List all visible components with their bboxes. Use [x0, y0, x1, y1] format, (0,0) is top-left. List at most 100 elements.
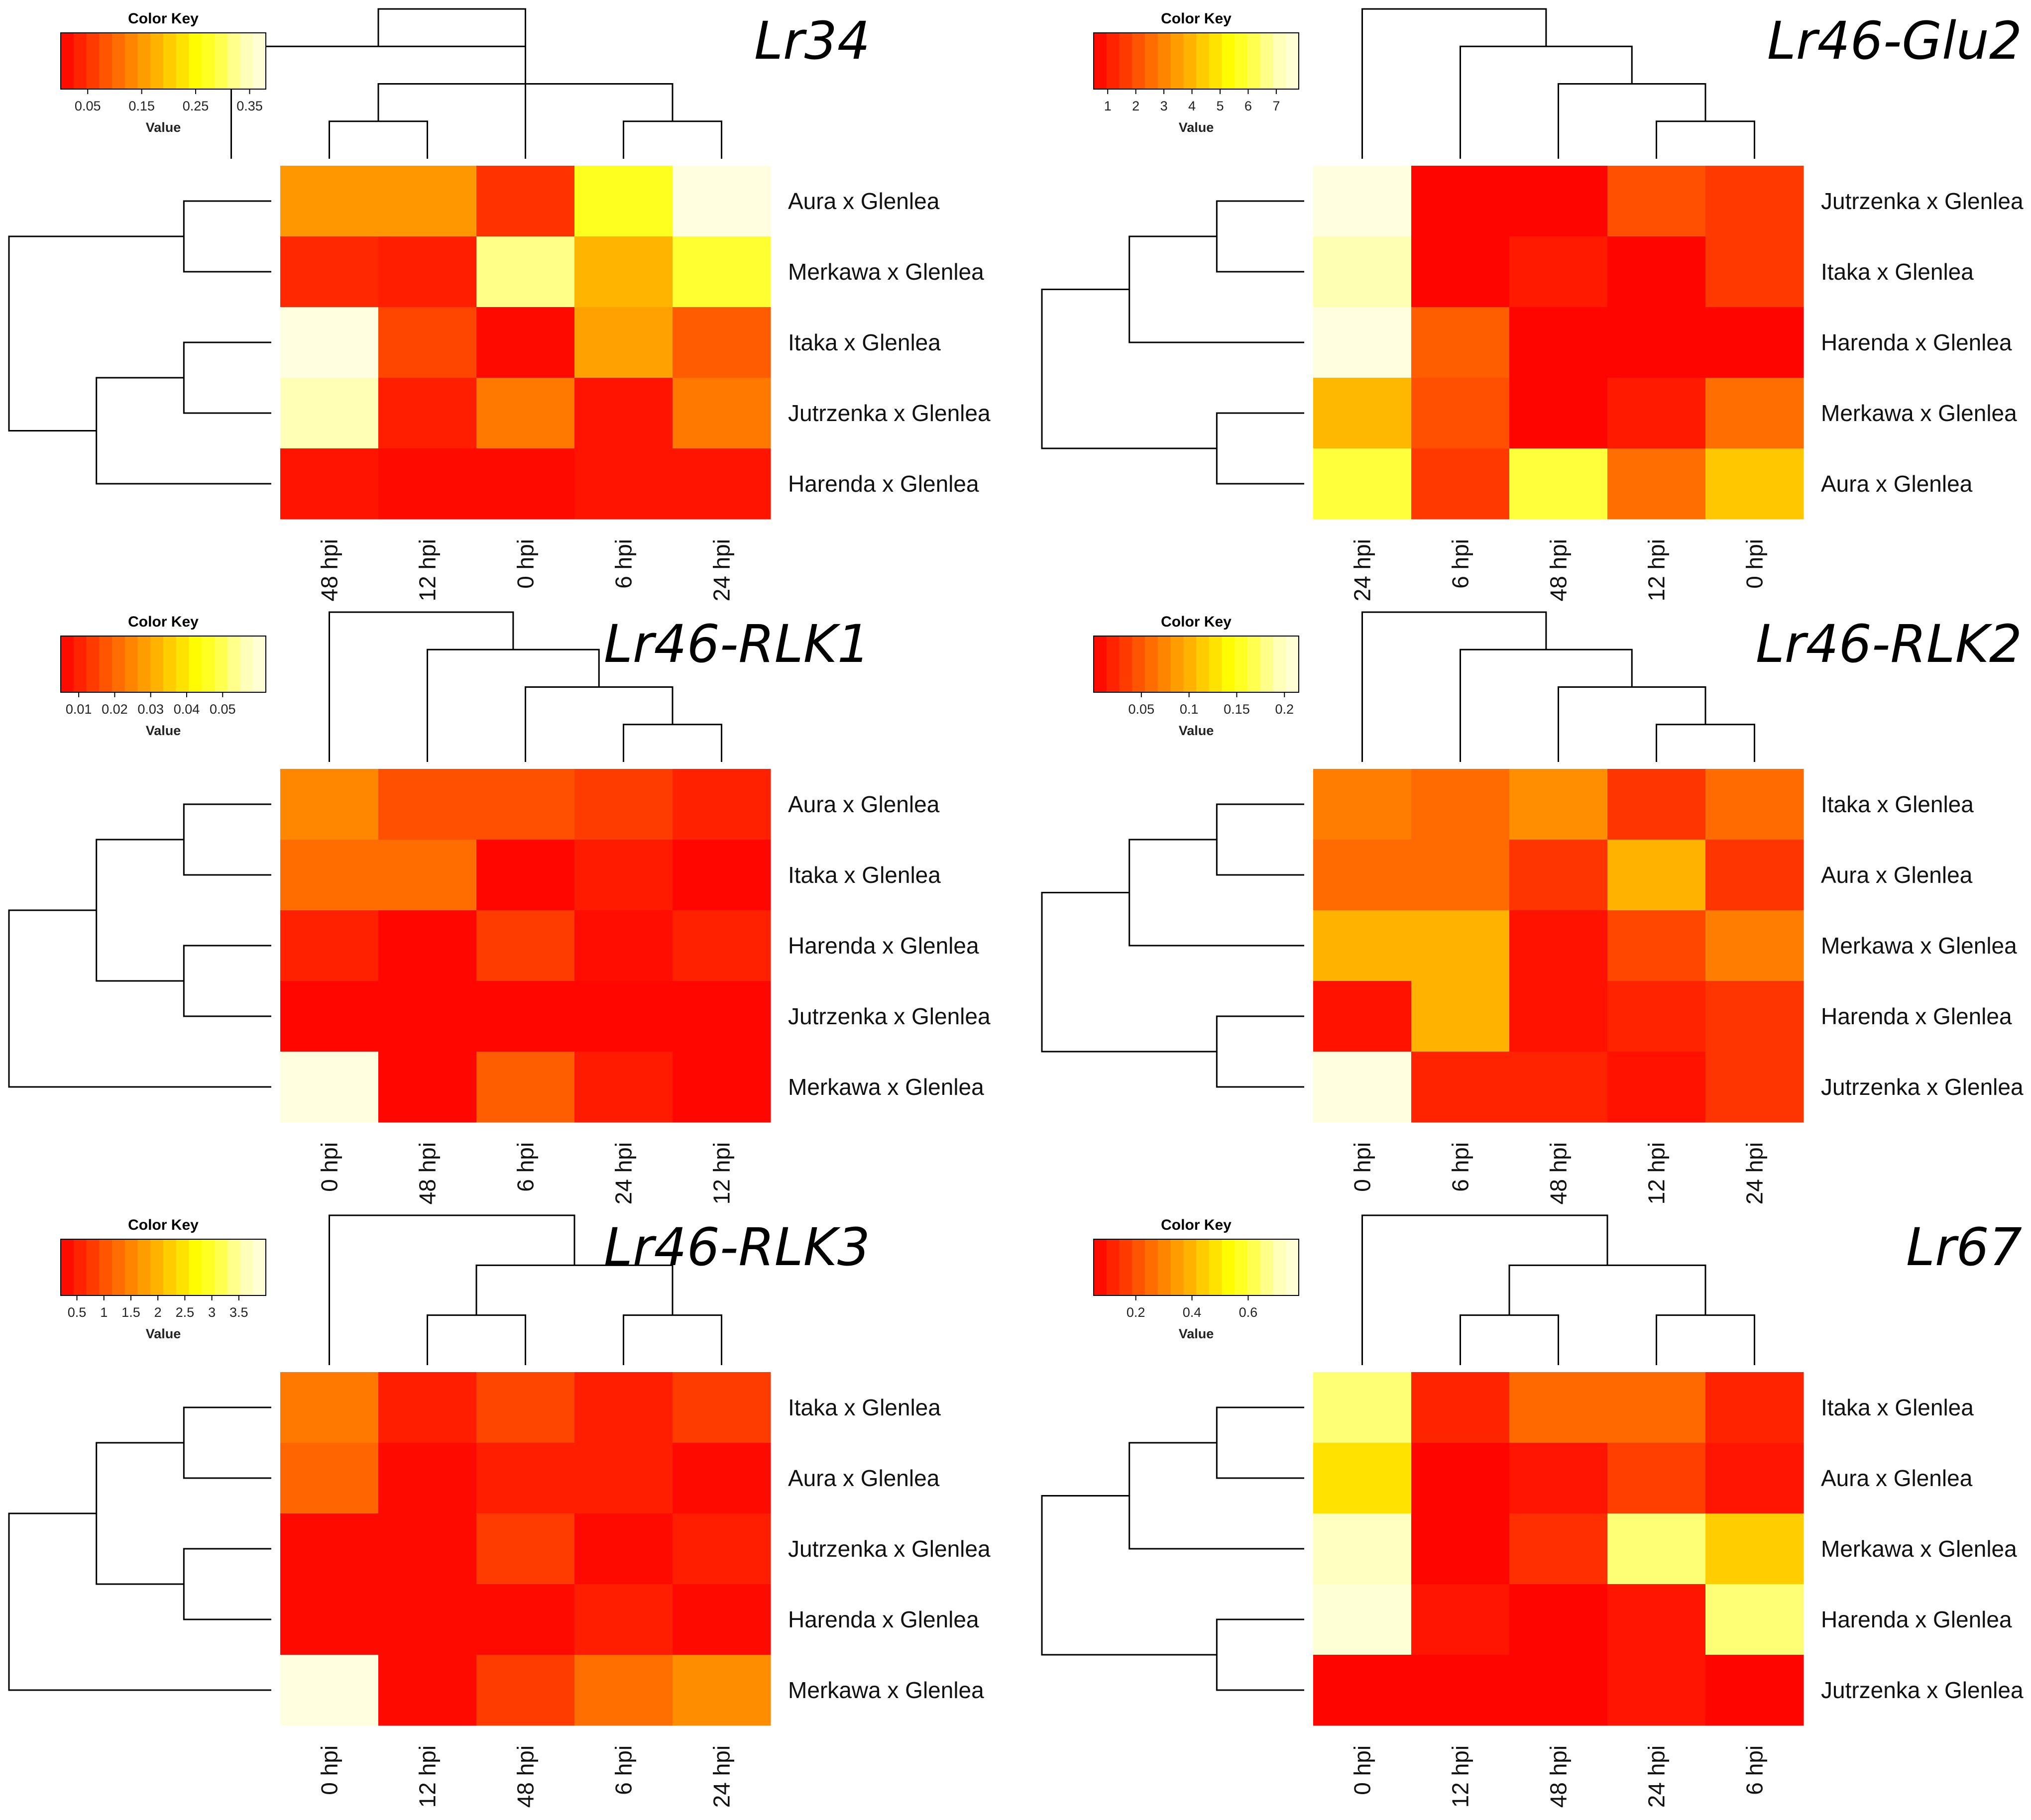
color-key-swatch [240, 33, 253, 89]
color-key-swatch [99, 1239, 113, 1295]
row-label: Harenda x Glenlea [788, 1606, 979, 1632]
heatmap-cell [574, 1443, 673, 1514]
heatmap-cell [378, 378, 477, 449]
heatmap-cell [1509, 1052, 1608, 1123]
heatmap-cell [476, 1443, 575, 1514]
color-key-swatch [137, 1239, 151, 1295]
color-key-swatch [1286, 33, 1299, 89]
heatmap-cell [378, 840, 477, 911]
heatmap-cell [673, 840, 771, 911]
heatmap-cell [1313, 1052, 1412, 1123]
row-label: Aura x Glenlea [788, 188, 940, 214]
color-key-swatch [61, 33, 74, 89]
color-key-tick-label: 0.03 [137, 702, 164, 717]
color-key-swatch [1209, 636, 1222, 692]
heatmap-cell [476, 378, 575, 449]
heatmap-cell [378, 981, 477, 1052]
color-key-title: Color Key [1161, 1217, 1232, 1233]
color-key-swatch [1119, 1239, 1132, 1295]
color-key-tick-label: 5 [1216, 99, 1224, 113]
heatmap-cell [1509, 1443, 1608, 1514]
color-key-swatch [1247, 1239, 1261, 1295]
color-key-frame [1093, 32, 1299, 90]
column-label: 6 hpi [611, 539, 637, 589]
row-dendrogram-branch [183, 341, 271, 414]
column-dendrogram-branch [377, 8, 526, 159]
heatmap-cell [1313, 1655, 1412, 1726]
column-label: 24 hpi [611, 1142, 637, 1204]
heatmap-cell [1705, 1372, 1804, 1443]
color-key-tick-label: 0.05 [1128, 702, 1155, 717]
heatmap-cell [378, 1052, 477, 1123]
heatmap-cell [476, 981, 575, 1052]
column-label: 48 hpi [513, 1745, 539, 1808]
heatmap-cell [1411, 981, 1510, 1052]
color-key-swatch [1157, 33, 1171, 89]
color-key-swatch [86, 636, 100, 692]
color-key-tick-label: 0.05 [75, 99, 101, 113]
color-key-swatch [1235, 1239, 1248, 1295]
row-label: Itaka x Glenlea [788, 1394, 941, 1420]
color-key-tick-label: 0.02 [102, 702, 128, 717]
heatmap-cell [574, 236, 673, 308]
heatmap-cell [280, 840, 379, 911]
row-label: Jutrzenka x Glenlea [788, 1536, 991, 1562]
color-key-swatch [189, 636, 202, 692]
heatmap-cell [1509, 378, 1608, 449]
heatmap-cell [1313, 378, 1412, 449]
column-label: 48 hpi [415, 1142, 441, 1204]
heatmap-cell [476, 1655, 575, 1726]
color-key-swatch [73, 1239, 87, 1295]
row-dendrogram-branch [8, 235, 184, 431]
heatmap-cell [378, 1655, 477, 1726]
heatmap-cell [280, 307, 379, 378]
heatmap-cell [673, 1655, 771, 1726]
color-key-swatch [1119, 636, 1132, 692]
color-key-swatch [1196, 1239, 1210, 1295]
column-label: 24 hpi [1644, 1745, 1670, 1808]
color-key-swatch [163, 636, 177, 692]
color-key-swatch [1273, 33, 1286, 89]
heatmap-cell [280, 1443, 379, 1514]
column-label: 0 hpi [1350, 1142, 1375, 1192]
color-key-tick-label: 0.25 [183, 99, 209, 113]
color-key-swatch [1235, 33, 1248, 89]
heatmap-cell [574, 1513, 673, 1585]
heatmap-cell [1705, 236, 1804, 308]
row-dendrogram-branch [1041, 892, 1217, 1053]
heatmap-cell [1313, 1372, 1412, 1443]
color-key-swatch [1273, 636, 1286, 692]
heatmap-cell [1705, 910, 1804, 981]
heatmap-cell [476, 1584, 575, 1655]
heatmap-cell [673, 166, 771, 237]
heatmap-cell [574, 769, 673, 840]
color-key-title: Color Key [1161, 10, 1232, 27]
heatmap-cell [476, 1513, 575, 1585]
color-key-frame [60, 1239, 266, 1296]
heatmap-cell [1509, 1372, 1608, 1443]
color-key-swatch [1260, 1239, 1273, 1295]
column-label: 48 hpi [1546, 539, 1572, 601]
row-label: Merkawa x Glenlea [788, 1677, 984, 1703]
column-label: 0 hpi [317, 1745, 342, 1795]
color-key-title: Color Key [128, 1217, 199, 1233]
color-key-swatch [1196, 636, 1210, 692]
heatmap-cell [280, 448, 379, 520]
column-dendrogram-branch [1460, 1314, 1559, 1365]
row-dendrogram-branch [1128, 235, 1304, 343]
heatmap-cell [476, 1052, 575, 1123]
row-label: Jutrzenka x Glenlea [788, 400, 991, 426]
heatmap-cell [673, 307, 771, 378]
row-label: Harenda x Glenlea [1821, 329, 2012, 355]
heatmap-cell [476, 1372, 575, 1443]
color-key-swatch [112, 1239, 125, 1295]
heatmap-cell [378, 1372, 477, 1443]
row-dendrogram-branch [1216, 200, 1304, 273]
heatmap-cell [1607, 1052, 1706, 1123]
color-key-swatch [137, 636, 151, 692]
heatmap-cell [673, 448, 771, 520]
heatmap-panel-5: Itaka x Glenlea Aura x Glenlea Jutrzenka x… [8, 1214, 991, 1808]
color-key-swatch [1247, 636, 1261, 692]
heatmap-cell [280, 910, 379, 981]
